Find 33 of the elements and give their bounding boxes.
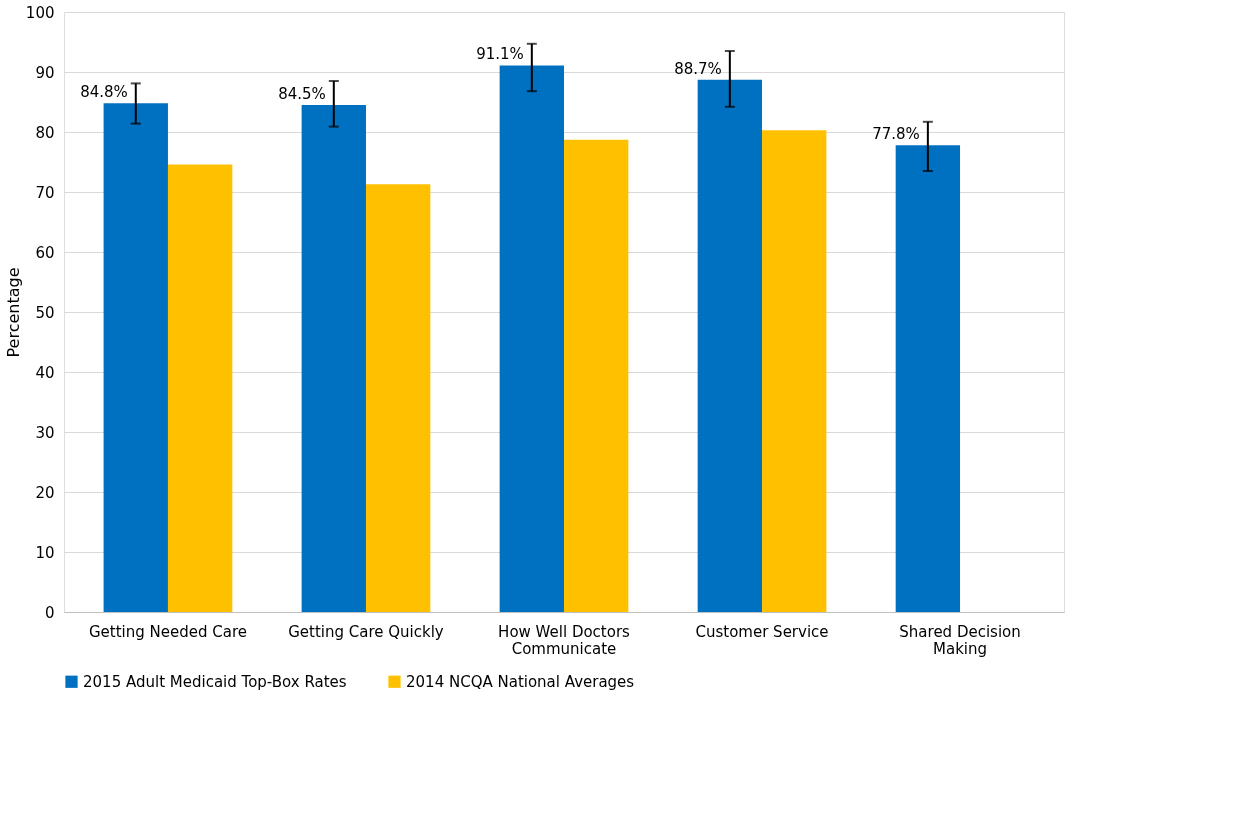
bar bbox=[697, 79, 763, 612]
y-tick-label: 80 bbox=[35, 123, 55, 142]
bar bbox=[762, 130, 827, 612]
y-axis-title: Percentage bbox=[3, 267, 23, 358]
y-tick-label: 70 bbox=[35, 183, 55, 202]
bar bbox=[564, 139, 629, 612]
y-tick-label: 20 bbox=[35, 483, 55, 502]
legend-label: 2015 Adult Medicaid Top-Box Rates bbox=[83, 672, 347, 691]
bar bbox=[499, 65, 564, 612]
x-tick-label: Customer Service bbox=[695, 622, 829, 641]
data-label: 77.8% bbox=[872, 125, 920, 144]
y-tick-label: 90 bbox=[35, 63, 55, 82]
data-label: 84.8% bbox=[80, 83, 128, 102]
y-tick-label: 60 bbox=[35, 243, 55, 262]
bar bbox=[895, 145, 961, 612]
x-tick-label: Getting Needed Care bbox=[88, 622, 247, 641]
data-label: 88.7% bbox=[674, 59, 722, 78]
bar bbox=[167, 164, 233, 612]
x-tick-label: Shared Decision Making bbox=[899, 622, 1021, 658]
y-tick-label: 50 bbox=[35, 303, 55, 322]
data-label: 84.5% bbox=[278, 85, 326, 103]
y-tick-label: 0 bbox=[44, 603, 55, 622]
bar bbox=[365, 184, 431, 612]
y-tick-label: 40 bbox=[35, 363, 55, 382]
data-label: 91.1% bbox=[476, 45, 524, 64]
x-tick-label: How Well Doctors Communicate bbox=[498, 622, 631, 658]
x-tick-label: Getting Care Quickly bbox=[288, 622, 444, 641]
y-tick-label: 100 bbox=[25, 3, 55, 22]
bar bbox=[301, 105, 366, 612]
y-tick-label: 30 bbox=[35, 423, 55, 442]
bar bbox=[103, 103, 168, 612]
y-tick-label: 10 bbox=[35, 543, 55, 562]
legend-label: 2014 NCQA National Averages bbox=[406, 672, 635, 691]
